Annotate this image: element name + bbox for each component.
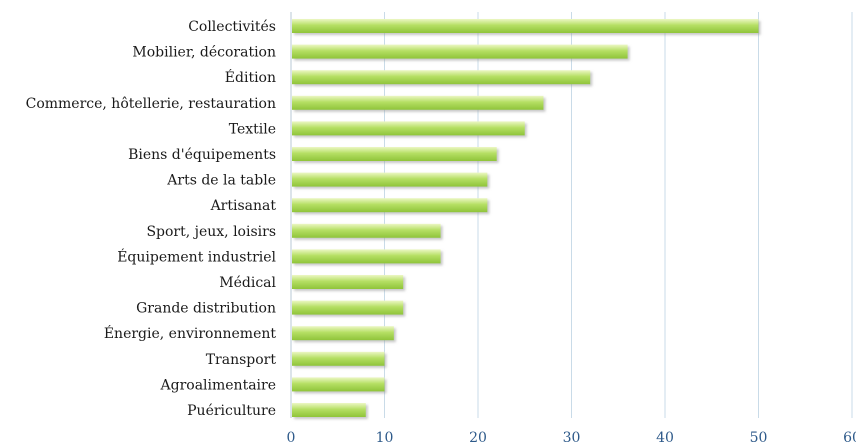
category-label: Transport <box>206 352 277 368</box>
bar <box>292 198 488 213</box>
x-tick-label: 50 <box>750 430 768 446</box>
bar <box>292 223 441 238</box>
x-tick-label: 0 <box>287 430 296 446</box>
category-label: Mobilier, décoration <box>132 45 276 61</box>
category-label: Agroalimentaire <box>160 377 277 393</box>
x-tick-label: 40 <box>656 430 674 446</box>
bar <box>292 70 591 85</box>
category-label: Collectivités <box>188 19 276 35</box>
category-label: Artisanat <box>210 198 277 214</box>
category-label: Textile <box>229 121 276 137</box>
category-label: Puériculture <box>187 403 276 419</box>
bar <box>292 172 488 187</box>
category-label: Commerce, hôtellerie, restauration <box>26 96 276 112</box>
bar <box>292 300 404 315</box>
bar <box>292 44 628 59</box>
bar <box>292 403 366 417</box>
category-label: Équipement industriel <box>117 247 276 265</box>
bar <box>292 249 441 264</box>
bar <box>292 95 544 110</box>
bar <box>292 147 497 161</box>
category-label: Édition <box>225 68 276 86</box>
bar <box>292 275 404 289</box>
category-label: Énergie, environnement <box>104 324 277 342</box>
category-label-layer: Collectivités Mobilier, décoration Édition… <box>26 19 277 419</box>
category-label: Grande distribution <box>136 301 276 317</box>
x-tick-label: 20 <box>469 430 487 446</box>
bar-layer <box>292 19 759 417</box>
bar <box>292 121 525 136</box>
x-tick-label: 10 <box>376 430 394 446</box>
category-label: Biens d'équipements <box>128 147 276 163</box>
bar <box>292 326 394 341</box>
bar <box>292 19 759 33</box>
bar <box>292 351 385 366</box>
category-label: Sport, jeux, loisirs <box>146 224 276 240</box>
bar <box>292 377 385 392</box>
category-label: Médical <box>219 275 276 291</box>
x-tick-layer: 0 10 20 30 40 50 60 <box>287 430 856 446</box>
x-tick-label: 30 <box>563 430 581 446</box>
x-tick-label: 60 <box>843 430 856 446</box>
category-label: Arts de la table <box>166 173 276 189</box>
